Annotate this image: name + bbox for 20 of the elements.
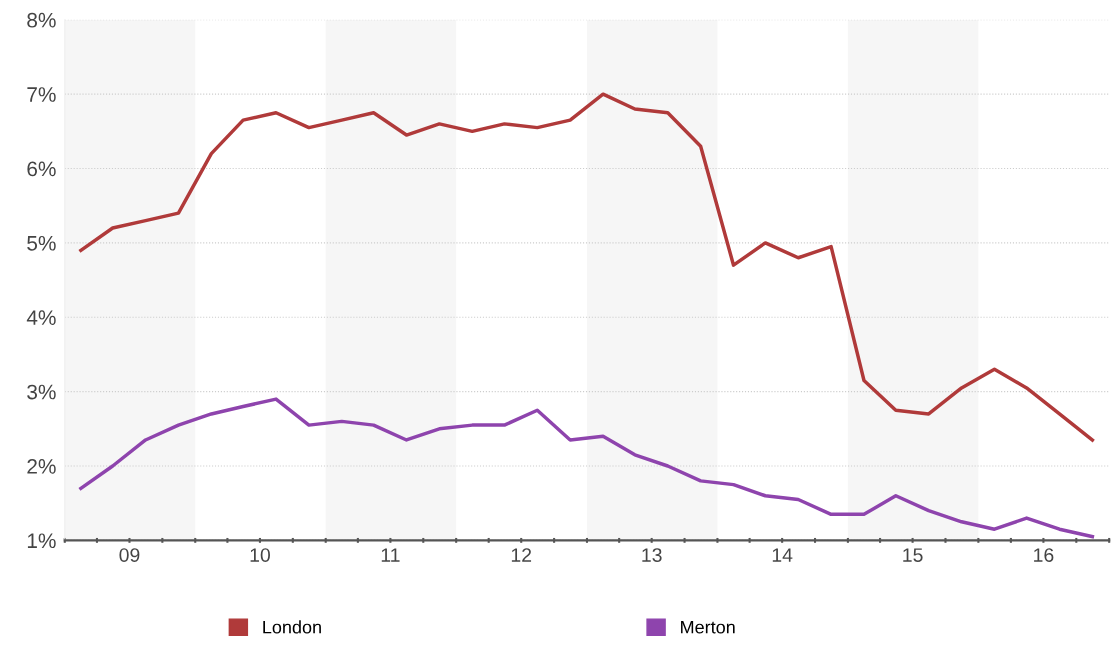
y-tick-label: 5% — [27, 235, 56, 251]
y-tick-label: 6% — [27, 161, 56, 177]
legend-label: Merton — [681, 620, 735, 634]
line-series — [79, 397, 1095, 539]
line-series — [79, 92, 1095, 442]
x-tick-label: 15 — [903, 548, 923, 562]
x-tick-label: 09 — [119, 548, 140, 562]
x-tick-label: 12 — [511, 548, 532, 562]
x-tick-label: 10 — [250, 548, 270, 562]
x-tick-label: 14 — [772, 548, 793, 562]
x-tick-label: 11 — [381, 548, 400, 562]
y-tick-label: 8% — [27, 12, 56, 28]
x-tick-label: 16 — [1034, 548, 1054, 562]
y-tick-label: 3% — [27, 384, 56, 400]
y-tick-label: 2% — [27, 459, 56, 474]
y-tick-label: 1% — [27, 533, 56, 549]
y-tick-label: 7% — [27, 87, 56, 102]
y-tick-label: 4% — [26, 310, 56, 325]
legend-label: London — [263, 620, 321, 634]
x-tick-label: 13 — [642, 548, 662, 562]
